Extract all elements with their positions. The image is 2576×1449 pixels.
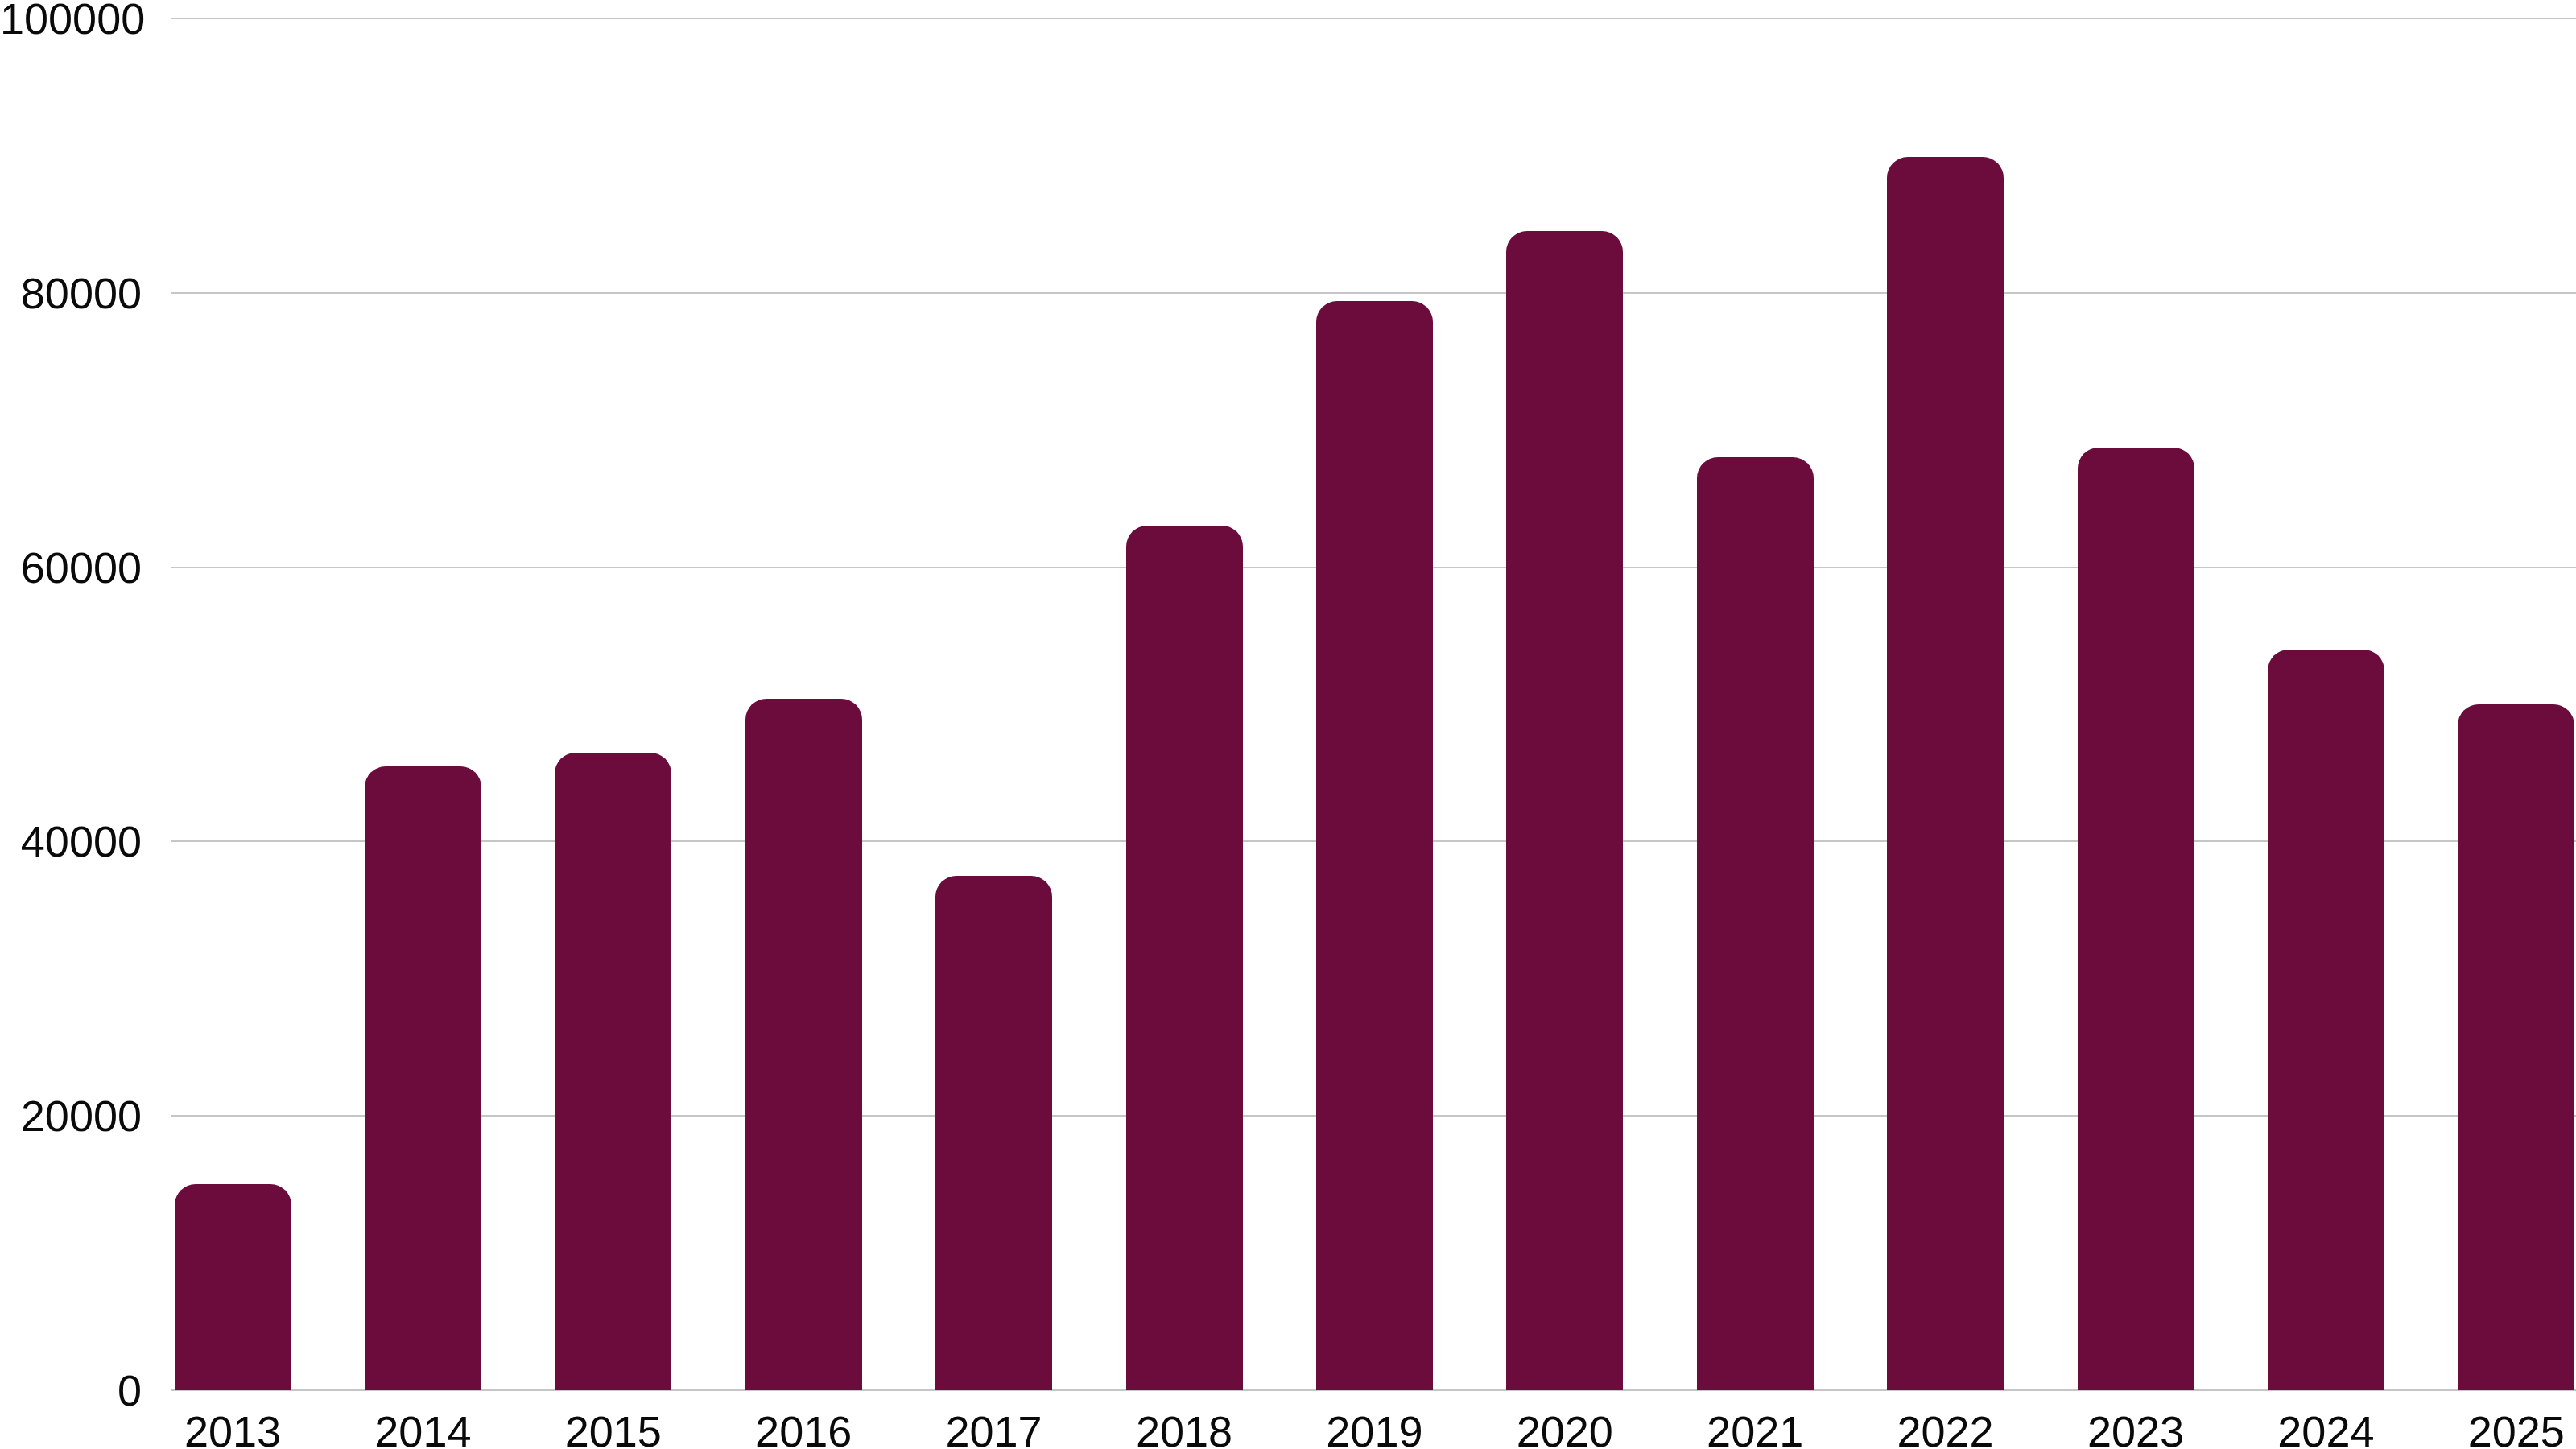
bar-chart: 0200004000060000800001000002013201420152… [0,0,2576,1449]
bar-2017 [935,876,1052,1390]
y-gridline [171,18,2576,19]
x-tick-label-2013: 2013 [136,1407,329,1449]
x-tick-label-2016: 2016 [707,1407,900,1449]
x-tick-label-2022: 2022 [1849,1407,2042,1449]
x-tick-label-2014: 2014 [326,1407,519,1449]
y-tick-label: 0 [0,1368,142,1413]
x-tick-label-2017: 2017 [898,1407,1091,1449]
bar-2025 [2458,704,2574,1390]
bar-2018 [1126,526,1243,1390]
plot-area [171,19,2576,1390]
bar-2023 [2078,448,2194,1390]
bar-2021 [1697,457,1814,1390]
x-tick-label-2020: 2020 [1468,1407,1662,1449]
x-tick-label-2018: 2018 [1088,1407,1281,1449]
bar-2020 [1506,231,1623,1390]
x-tick-label-2023: 2023 [2039,1407,2232,1449]
y-tick-label: 20000 [0,1093,142,1138]
bar-2015 [555,753,671,1390]
x-tick-label-2024: 2024 [2229,1407,2422,1449]
bar-2013 [175,1184,291,1390]
y-tick-label: 60000 [0,545,142,590]
y-gridline [171,292,2576,294]
bar-2014 [365,766,481,1390]
y-tick-label: 100000 [0,0,142,41]
bar-2022 [1887,157,2004,1390]
x-tick-label-2019: 2019 [1278,1407,1471,1449]
x-tick-label-2021: 2021 [1658,1407,1852,1449]
bar-2024 [2268,650,2384,1390]
bar-2019 [1316,301,1433,1390]
bar-2016 [745,699,862,1390]
y-tick-label: 80000 [0,270,142,316]
x-tick-label-2025: 2025 [2420,1407,2576,1449]
x-tick-label-2015: 2015 [517,1407,710,1449]
y-tick-label: 40000 [0,819,142,864]
